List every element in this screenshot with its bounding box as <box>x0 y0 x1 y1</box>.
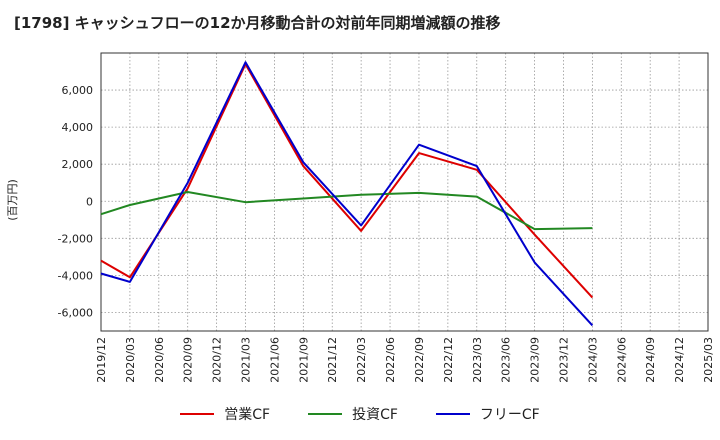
legend-label-investing: 投資CF <box>352 407 398 423</box>
x-tick-label: 2022/09 <box>413 337 426 383</box>
x-tick-label: 2024/09 <box>644 337 657 383</box>
chart-title: [1798] キャッシュフローの12か月移動合計の対前年同期増減額の推移 <box>14 14 501 32</box>
legend-label-free: フリーCF <box>479 407 540 423</box>
y-axis-label: (百万円) <box>6 179 19 221</box>
y-tick-label: 4,000 <box>62 121 94 134</box>
y-tick-label: -4,000 <box>58 269 93 282</box>
x-tick-label: 2022/12 <box>442 337 455 383</box>
legend-swatch-operating <box>180 413 215 415</box>
y-tick-label: -6,000 <box>58 306 93 319</box>
x-tick-label: 2021/03 <box>240 337 253 383</box>
legend: 営業CF 投資CF フリーCF <box>0 404 720 424</box>
x-tick-label: 2023/03 <box>471 337 484 383</box>
legend-label-operating: 営業CF <box>224 407 271 423</box>
x-tick-label: 2021/12 <box>326 337 339 383</box>
y-ticks: -6,000 -4,000 -2,000 0 2,000 4,000 6,000 <box>58 84 93 319</box>
x-tick-label: 2023/06 <box>500 337 513 383</box>
x-tick-label: 2020/06 <box>153 337 166 383</box>
y-tick-label: 6,000 <box>62 84 94 97</box>
x-tick-label: 2022/06 <box>384 337 397 383</box>
legend-swatch-free <box>435 413 470 415</box>
y-tick-label: 2,000 <box>62 158 94 171</box>
x-tick-label: 2023/09 <box>529 337 542 383</box>
y-tick-label: -2,000 <box>58 232 93 245</box>
x-tick-label: 2023/12 <box>557 337 570 383</box>
x-tick-label: 2020/03 <box>124 337 137 383</box>
legend-item-investing: 投資CF <box>308 404 398 424</box>
legend-item-operating: 営業CF <box>180 404 270 424</box>
y-tick-label: 0 <box>86 195 93 208</box>
x-tick-label: 2021/09 <box>297 337 310 383</box>
x-tick-label: 2020/12 <box>211 337 224 383</box>
series-lines <box>100 61 594 327</box>
x-tick-label: 2020/09 <box>182 337 195 383</box>
legend-item-free: フリーCF <box>435 404 540 424</box>
x-tick-label: 2024/06 <box>615 337 628 383</box>
grid <box>101 53 708 331</box>
x-tick-label: 2024/12 <box>673 337 686 383</box>
x-tick-label: 2022/03 <box>355 337 368 383</box>
x-ticks: 2019/12 2020/03 2020/06 2020/09 2020/12 2021/… <box>95 337 715 383</box>
x-tick-label: 2019/12 <box>95 337 108 383</box>
series-line-2 <box>100 61 594 327</box>
series-line-0 <box>100 63 594 299</box>
x-tick-label: 2025/03 <box>702 337 715 383</box>
plot-frame <box>100 52 709 332</box>
x-tick-label: 2021/06 <box>268 337 281 383</box>
x-tick-label: 2024/03 <box>586 337 599 383</box>
legend-swatch-investing <box>308 413 343 415</box>
